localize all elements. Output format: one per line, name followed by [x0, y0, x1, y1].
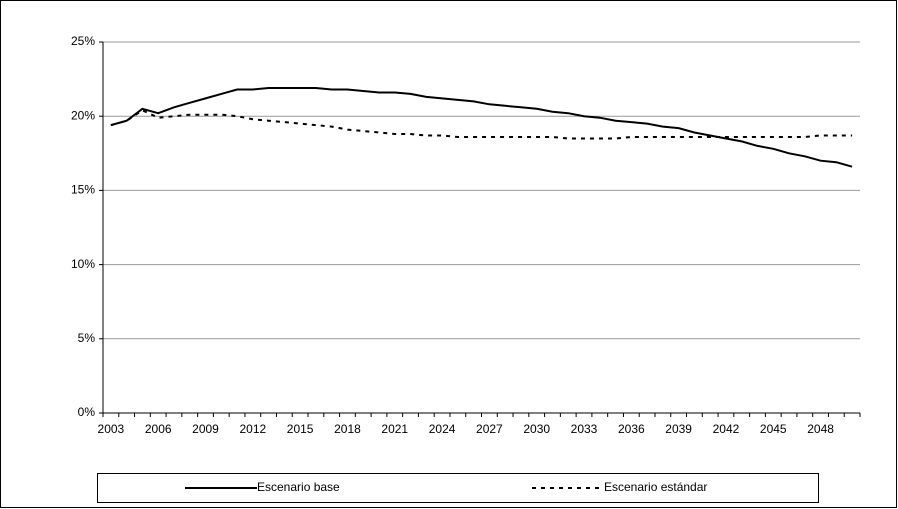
x-tick-label: 2033 [571, 422, 598, 436]
x-tick-label: 2036 [618, 422, 645, 436]
x-tick-label: 2042 [713, 422, 740, 436]
y-tick-label: 15% [71, 183, 95, 197]
y-tick-label: 10% [71, 257, 95, 271]
y-tick-label: 5% [78, 331, 96, 345]
x-tick-label: 2012 [239, 422, 266, 436]
y-tick-label: 0% [78, 405, 96, 419]
x-tick-label: 2006 [145, 422, 172, 436]
y-tick-label: 20% [71, 108, 95, 122]
series-line [110, 87, 853, 168]
series-line [110, 109, 853, 140]
y-tick-label: 25% [71, 34, 95, 48]
x-tick-label: 2045 [760, 422, 787, 436]
x-tick-label: 2039 [665, 422, 692, 436]
x-tick-label: 2021 [381, 422, 408, 436]
x-tick-label: 2018 [334, 422, 361, 436]
legend-label: Escenario estándar [604, 480, 707, 494]
x-tick-label: 2024 [429, 422, 456, 436]
x-tick-label: 2015 [287, 422, 314, 436]
legend-label: Escenario base [257, 480, 340, 494]
x-tick-label: 2030 [523, 422, 550, 436]
x-tick-label: 2009 [192, 422, 219, 436]
x-tick-label: 2027 [476, 422, 503, 436]
x-tick-label: 2003 [98, 422, 125, 436]
x-tick-label: 2048 [807, 422, 834, 436]
